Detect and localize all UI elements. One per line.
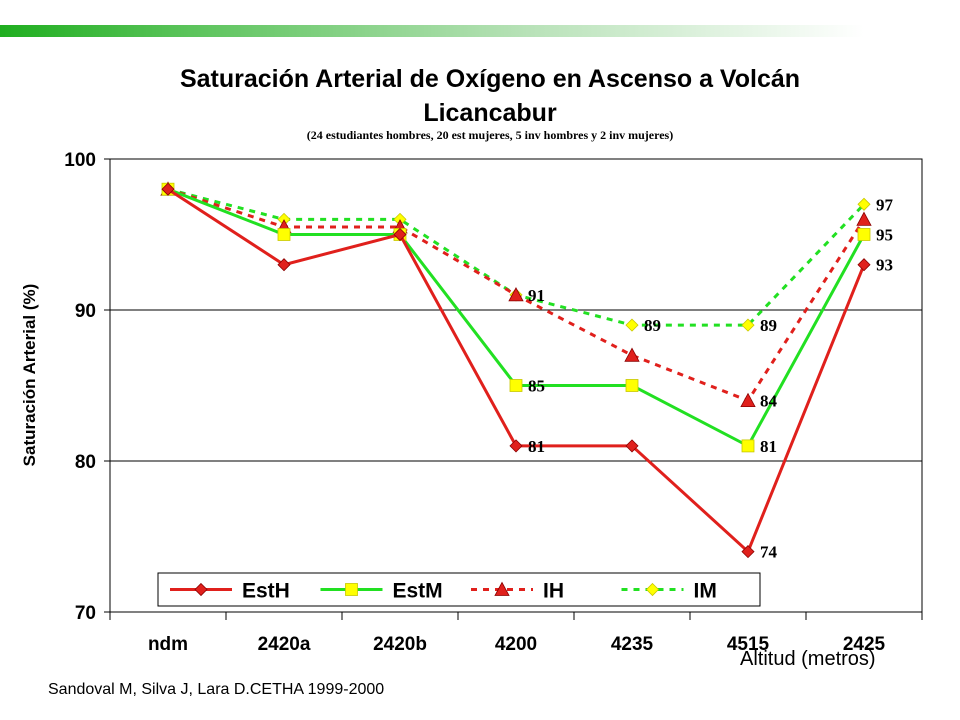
legend-item: IH (471, 580, 564, 603)
data-point (508, 287, 524, 302)
data-point (857, 258, 871, 272)
header-accent-bar (0, 25, 960, 37)
legend-label: EstM (393, 580, 443, 603)
y-tick-label: 100 (64, 150, 96, 171)
x-tick-label: 2425 (843, 634, 886, 655)
data-point (509, 379, 523, 392)
x-axis-label: Altitud (metros) (740, 648, 876, 670)
series-im (161, 182, 871, 332)
legend: EstH EstM IH IM (157, 572, 761, 607)
data-label: 85 (528, 377, 545, 396)
data-point (740, 392, 756, 408)
legend-marker (494, 581, 510, 596)
data-point (741, 545, 755, 559)
data-point (393, 227, 407, 242)
y-tick-label: 90 (75, 301, 96, 322)
series-line (167, 187, 866, 555)
legend-marker (194, 582, 208, 597)
chart-title: Saturación Arterial de Oxígeno en Ascens… (179, 65, 801, 127)
x-tick-label: 2420a (258, 634, 311, 655)
data-point (857, 197, 871, 211)
data-label: 91 (528, 286, 545, 305)
legend-marker (345, 583, 358, 596)
legend-item: EstH (170, 580, 290, 603)
data-label: 81 (760, 437, 777, 456)
x-tick-label: 4515 (727, 634, 770, 655)
chart-subtitle: (24 estudiantes hombres, 20 est mujeres,… (306, 128, 674, 142)
data-point (857, 228, 871, 241)
data-point (741, 318, 755, 332)
data-point (277, 228, 291, 241)
data-point (509, 439, 523, 453)
legend-item: IM (621, 580, 717, 603)
x-tick-label: 4200 (495, 634, 537, 655)
data-label: 74 (760, 543, 778, 562)
x-tick-label: ndm (148, 634, 188, 655)
x-tick-label: 4235 (611, 634, 654, 655)
data-point (856, 211, 872, 226)
plot-area (109, 158, 923, 613)
legend-label: EstH (242, 580, 290, 603)
series-ih (160, 181, 872, 408)
data-label: 97 (876, 195, 894, 214)
series-esth (161, 182, 871, 559)
y-tick-label: 70 (75, 603, 96, 624)
data-label: 84 (760, 392, 778, 411)
legend-label: IM (694, 580, 717, 603)
data-point (625, 318, 639, 332)
y-tick-label: 80 (75, 452, 96, 473)
data-label: 95 (876, 226, 893, 245)
legend-item: EstM (320, 580, 443, 603)
source-citation: Sandoval M, Silva J, Lara D.CETHA 1999-2… (48, 681, 385, 698)
data-label: 81 (528, 437, 545, 456)
legend-marker (645, 582, 660, 597)
data-point (277, 258, 291, 272)
legend-label: IH (543, 580, 564, 603)
data-point (625, 439, 639, 453)
data-point (625, 379, 639, 392)
data-label: 89 (760, 316, 777, 335)
data-point (624, 347, 640, 362)
x-tick-label: 2420b (373, 634, 427, 655)
data-point (741, 439, 755, 453)
data-label: 89 (644, 316, 661, 335)
data-label: 93 (876, 256, 893, 275)
data-point (161, 182, 175, 196)
